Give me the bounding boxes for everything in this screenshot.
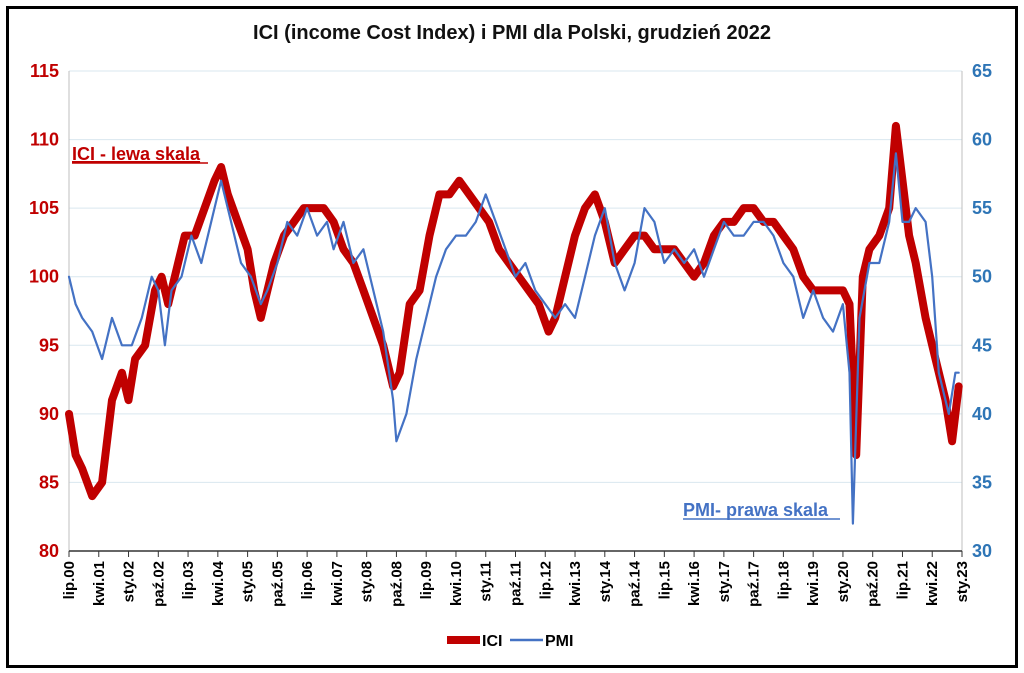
x-tick-label: paź.14 <box>627 560 644 607</box>
y-right-tick-label: 65 <box>972 61 992 81</box>
x-tick-label: sty.11 <box>478 561 495 602</box>
annotation-ici: ICI - lewa skala <box>72 144 201 164</box>
y-left-tick-label: 90 <box>39 404 59 424</box>
x-tick-label: kwi.19 <box>805 561 822 606</box>
x-tick-label: lip.03 <box>180 561 197 599</box>
y-left-tick-label: 80 <box>39 541 59 561</box>
x-tick-label: kwi.10 <box>448 561 465 606</box>
x-tick-label: paź.20 <box>865 561 882 607</box>
y-right-tick-label: 50 <box>972 267 992 287</box>
y-right-tick-label: 60 <box>972 130 992 150</box>
x-tick-label: sty.14 <box>597 560 614 602</box>
x-tick-label: lip.09 <box>418 561 435 599</box>
annotation-pmi: PMI- prawa skala <box>683 500 829 520</box>
gridlines <box>69 70 962 552</box>
x-tick-label: sty.02 <box>121 561 138 602</box>
x-tick-label: lip.18 <box>775 561 792 599</box>
axes <box>68 71 963 557</box>
x-tick-label: kwi.01 <box>91 561 108 606</box>
y-right-tick-label: 55 <box>972 198 992 218</box>
axis-labels: 80 85 90 95 100 105 110 115 30 35 40 45 50 55 60 65 lip.… <box>29 61 992 607</box>
x-tick-label: sty.17 <box>716 561 733 602</box>
x-tick-label: lip.15 <box>656 561 673 599</box>
series-pmi-line <box>67 152 960 525</box>
x-tick-label: lip.21 <box>894 561 911 599</box>
x-tick-label: paź.08 <box>388 561 405 607</box>
legend: ICI PMI <box>447 633 573 650</box>
y-left-tick-label: 85 <box>39 472 59 492</box>
x-tick-label: sty.08 <box>359 561 376 602</box>
x-tick-label: sty.20 <box>835 561 852 602</box>
y-left-tick-label: 110 <box>30 130 59 150</box>
x-tick-label: sty.23 <box>954 561 971 602</box>
x-tick-label: kwi.16 <box>686 561 703 606</box>
x-tick-label: paź.11 <box>508 561 525 606</box>
annotations: ICI - lewa skala PMI- prawa skala <box>72 144 840 520</box>
y-left-tick-label: 105 <box>29 198 59 218</box>
y-right-tick-label: 40 <box>972 404 992 424</box>
x-tick-label: paź.05 <box>269 561 286 607</box>
legend-ici-label: ICI <box>482 633 502 650</box>
y-left-tick-label: 115 <box>30 61 59 81</box>
series-lines <box>65 121 963 525</box>
x-tick-label: paź.02 <box>150 561 167 607</box>
series-ici-line <box>65 121 963 501</box>
x-tick-label: paź.17 <box>746 561 763 607</box>
x-tick-label: lip.00 <box>61 561 78 599</box>
y-left-tick-label: 95 <box>39 335 59 355</box>
x-tick-label: kwi.07 <box>329 561 346 606</box>
y-right-tick-label: 45 <box>972 335 992 355</box>
legend-pmi-label: PMI <box>545 633 573 650</box>
y-right-tick-label: 30 <box>972 541 992 561</box>
y-right-tick-label: 35 <box>972 472 992 492</box>
y-left-tick-label: 100 <box>29 267 59 287</box>
x-tick-label: lip.12 <box>537 561 554 599</box>
x-tick-label: lip.06 <box>299 561 316 599</box>
x-tick-label: sty.05 <box>240 561 257 602</box>
x-tick-label: kwi.04 <box>210 560 227 606</box>
chart-title: ICI (income Cost Index) i PMI dla Polski… <box>253 22 771 44</box>
x-tick-label: kwi.22 <box>924 561 941 606</box>
x-tick-label: kwi.13 <box>567 561 584 606</box>
